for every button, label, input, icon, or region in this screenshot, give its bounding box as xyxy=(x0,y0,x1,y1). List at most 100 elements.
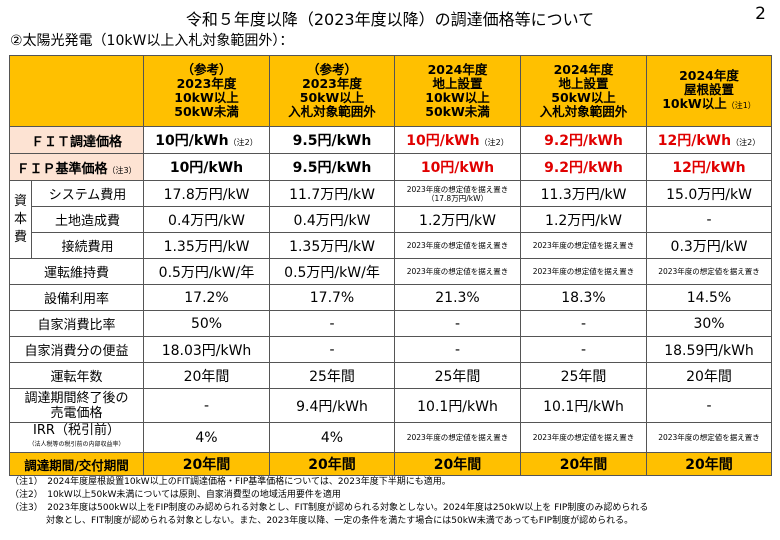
fit-value: 9.2円/kWh xyxy=(520,126,647,154)
footnote: （注3） 2023年度は500kW以上をFIP制度のみ認められる対象とし、FIT… xyxy=(10,503,649,513)
post-period-price-row: 調達期間終了後の 売電価格 - 9.4円/kWh 10.1円/kWh 10.1円/… xyxy=(9,388,772,423)
footnote: 対象とし、FIT制度が認められる対象としない。また、2023年度以降、一定の条件… xyxy=(10,516,634,526)
cell: 0.4万円/kW xyxy=(143,206,270,233)
fit-value: 10円/kWh（注2） xyxy=(394,126,521,154)
cell: 2023年度の想定値を据え置き（17.8万円/kW） xyxy=(394,180,521,207)
cell: 20年間 xyxy=(143,452,270,476)
operation-years-row: 運転年数 20年間 25年間 25年間 25年間 20年間 xyxy=(9,362,772,389)
cell: 0.3万円/kW xyxy=(646,232,772,259)
fip-value: 9.5円/kWh xyxy=(269,153,395,181)
capital-cost-label: 資本費 xyxy=(9,180,32,259)
cell: 9.4円/kWh xyxy=(269,388,395,423)
cell: 1.2万円/kW xyxy=(520,206,647,233)
cell: 20年間 xyxy=(646,362,772,389)
cell: 25年間 xyxy=(520,362,647,389)
row-label: 運転年数 xyxy=(9,362,144,389)
fip-value: 9.2円/kWh xyxy=(520,153,647,181)
cell: - xyxy=(269,336,395,363)
cell: 1.35万円/kW xyxy=(143,232,270,259)
cell: 11.3万円/kW xyxy=(520,180,647,207)
cell: - xyxy=(143,388,270,423)
row-label: 自家消費分の便益 xyxy=(9,336,144,363)
self-consumption-ratio-row: 自家消費比率 50% - - - 30% xyxy=(9,310,772,337)
cell: 17.8万円/kW xyxy=(143,180,270,207)
cell: - xyxy=(520,310,647,337)
cell: 20年間 xyxy=(269,452,395,476)
section-subtitle: ②太陽光発電（10kW以上入札対象範囲外）： xyxy=(10,33,294,49)
land-cost-row: 土地造成費 0.4万円/kW 0.4万円/kW 1.2万円/kW 1.2万円/k… xyxy=(10,206,772,233)
period-row: 調達期間/交付期間 20年間 20年間 20年間 20年間 20年間 xyxy=(9,452,772,476)
cell: 2023年度の想定値を据え置き xyxy=(646,422,772,453)
fit-label: ＦＩＴ調達価格 xyxy=(9,126,144,154)
cell: 1.2万円/kW xyxy=(394,206,521,233)
row-label: 土地造成費 xyxy=(31,206,144,233)
cell: 2023年度の想定値を据え置き xyxy=(394,232,521,259)
cell: - xyxy=(269,310,395,337)
cell: 17.2% xyxy=(143,284,270,311)
cell: 0.4万円/kW xyxy=(269,206,395,233)
cell: 18.03円/kWh xyxy=(143,336,270,363)
cell: 10.1円/kWh xyxy=(394,388,521,423)
cell: - xyxy=(646,206,772,233)
row-label: 調達期間終了後の 売電価格 xyxy=(9,388,144,423)
cell: 2023年度の想定値を据え置き xyxy=(394,422,521,453)
cell: 30% xyxy=(646,310,772,337)
column-header-3: 2024年度 地上設置 10kW以上 50kW未満 xyxy=(394,55,521,127)
fit-value: 12円/kWh（注2） xyxy=(646,126,772,154)
om-cost-row: 運転維持費 0.5万円/kW/年 0.5万円/kW/年 2023年度の想定値を据… xyxy=(9,258,772,285)
cell: 14.5% xyxy=(646,284,772,311)
cell: 11.7万円/kW xyxy=(269,180,395,207)
cell: - xyxy=(394,310,521,337)
cell: 10.1円/kWh xyxy=(520,388,647,423)
row-label: 設備利用率 xyxy=(9,284,144,311)
cell: 0.5万円/kW/年 xyxy=(143,258,270,285)
cell: - xyxy=(520,336,647,363)
fit-value: 10円/kWh（注2） xyxy=(143,126,270,154)
grid-cost-row: 接続費用 1.35万円/kW 1.35万円/kW 2023年度の想定値を据え置き… xyxy=(10,232,772,259)
cell: 0.5万円/kW/年 xyxy=(269,258,395,285)
cell: 2023年度の想定値を据え置き xyxy=(520,422,647,453)
cell: 18.59円/kWh xyxy=(646,336,772,363)
cell: 18.3% xyxy=(520,284,647,311)
column-header-5: 2024年度 屋根設置 10kW以上（注1） xyxy=(646,55,772,127)
fip-value: 10円/kWh xyxy=(143,153,270,181)
capacity-factor-row: 設備利用率 17.2% 17.7% 21.3% 18.3% 14.5% xyxy=(9,284,772,311)
cell: 17.7% xyxy=(269,284,395,311)
row-label: IRR（税引前） （法人税等の税引前の内部収益率） xyxy=(9,422,144,453)
cell: 20年間 xyxy=(143,362,270,389)
footnotes: （注1） 2024年度屋根設置10kW以上のFIT調達価格・FIP基準価格につい… xyxy=(10,476,770,528)
fip-row: ＦＩＰ基準価格（注3） 10円/kWh 9.5円/kWh 10円/kWh 9.2… xyxy=(9,153,772,181)
system-cost-row: 資本費 システム費用 17.8万円/kW 11.7万円/kW 2023年度の想定… xyxy=(9,180,772,259)
cell: 20年間 xyxy=(394,452,521,476)
column-header-2: （参考） 2023年度 50kW以上 入札対象範囲外 xyxy=(269,55,395,127)
column-header-1: （参考） 2023年度 10kW以上 50kW未満 xyxy=(143,55,270,127)
row-label: 自家消費比率 xyxy=(9,310,144,337)
irr-row: IRR（税引前） （法人税等の税引前の内部収益率） 4% 4% 2023年度の想定… xyxy=(9,422,772,453)
row-label: 接続費用 xyxy=(31,232,144,259)
cell: 2023年度の想定値を据え置き xyxy=(520,258,647,285)
fit-value: 9.5円/kWh xyxy=(269,126,395,154)
row-label: 調達期間/交付期間 xyxy=(9,452,144,476)
fit-row: ＦＩＴ調達価格 10円/kWh（注2） 9.5円/kWh 10円/kWh（注2）… xyxy=(9,126,772,154)
cell: 50% xyxy=(143,310,270,337)
fip-label: ＦＩＰ基準価格（注3） xyxy=(9,153,144,181)
cell: 21.3% xyxy=(394,284,521,311)
cell: 20年間 xyxy=(520,452,647,476)
cell: - xyxy=(646,388,772,423)
cell: 20年間 xyxy=(646,452,772,476)
row-label: 運転維持費 xyxy=(9,258,144,285)
cell: 4% xyxy=(269,422,395,453)
row-label: システム費用 xyxy=(31,180,144,207)
page-number: 2 xyxy=(755,4,766,24)
cell: 4% xyxy=(143,422,270,453)
cell: 2023年度の想定値を据え置き xyxy=(646,258,772,285)
cell: 2023年度の想定値を据え置き xyxy=(520,232,647,259)
header-row: （参考） 2023年度 10kW以上 50kW未満 （参考） 2023年度 50kW以上入… xyxy=(9,55,772,127)
price-table: （参考） 2023年度 10kW以上 50kW未満 （参考） 2023年度 50kW以上入… xyxy=(9,55,772,476)
cell: 2023年度の想定値を据え置き xyxy=(394,258,521,285)
fip-value: 12円/kWh xyxy=(646,153,772,181)
corner-cell xyxy=(9,55,144,127)
self-consumption-benefit-row: 自家消費分の便益 18.03円/kWh - - - 18.59円/kWh xyxy=(9,336,772,363)
cell: 25年間 xyxy=(394,362,521,389)
cell: 1.35万円/kW xyxy=(269,232,395,259)
